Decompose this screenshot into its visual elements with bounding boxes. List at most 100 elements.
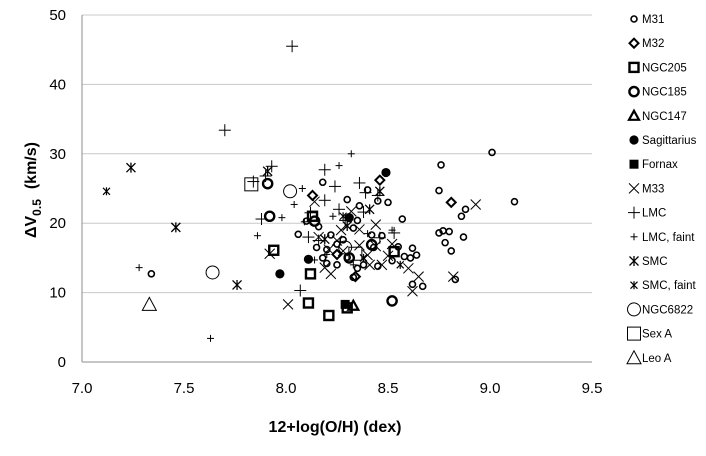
point-sagittarius [275,269,285,279]
point-m31 [398,215,407,223]
point-m33 [335,224,347,236]
point-lmc [259,170,272,183]
legend-label-smc-faint: SMC, faint [642,280,696,292]
legend-marker-ngc185 [628,85,640,98]
point-m31 [457,212,466,221]
point-m31 [439,227,447,235]
legend-marker-ngc6822 [627,302,641,317]
point-lmc-faint [329,212,337,220]
point-smc [262,166,273,177]
point-lmc-faint [207,334,215,342]
point-smc [126,162,136,173]
point-m31 [510,197,519,206]
legend-marker-leo-a [626,349,642,365]
x-tick-label: 9.5 [582,380,603,397]
point-ngc6822 [205,265,220,280]
point-lmc [388,226,401,239]
point-ngc205 [268,244,280,256]
x-tick-label: 7.5 [174,380,195,397]
point-smc [232,279,242,290]
point-lmc-faint [335,162,343,170]
legend-label-fornax: Fornax [642,159,678,171]
point-m31 [312,243,321,252]
point-lmc [373,231,386,244]
point-m31 [459,233,468,241]
point-m33 [382,250,394,262]
point-m33 [370,240,382,252]
point-m31 [412,251,421,259]
point-m33 [282,299,294,310]
legend-marker-ngc147 [627,108,641,121]
point-ngc185 [261,177,274,190]
point-ngc205 [323,309,335,322]
point-smc [342,220,353,231]
legend-marker-smc-faint [630,281,638,290]
x-tick-label: 7.0 [72,380,93,397]
point-m31 [418,282,427,291]
point-m31 [406,254,415,262]
point-m31 [343,195,352,204]
point-lmc [318,163,331,176]
point-lmc-faint [278,214,286,222]
point-smc-faint [339,212,348,221]
point-m33 [345,206,357,217]
legend-label-lmc: LMC [642,208,666,220]
point-m31 [435,186,443,195]
point-m33 [386,238,398,250]
legend-label-ngc147: NGC147 [642,111,687,123]
point-smc [170,222,181,233]
point-sagittarius [303,254,314,264]
y-tick-labels: 0 10 20 30 40 50 [49,7,66,371]
legend-marker-m31 [630,15,638,23]
legend-label-ngc6822: NGC6822 [642,304,693,316]
point-fornax [340,299,350,309]
point-m32 [349,270,362,283]
x-axis-title: 12+log(O/H) (dex) [269,419,402,436]
point-m31 [147,270,156,278]
y-axis-title-unit: (km/s) [23,142,40,189]
point-m32 [306,189,319,202]
point-lmc [302,231,315,244]
point-lmc [318,194,331,207]
x-tick-label: 8.5 [378,380,399,397]
point-lmc [353,176,366,189]
point-m31 [318,178,327,187]
point-smc-faint [102,187,111,196]
point-lmc [294,284,307,297]
point-lmc [286,40,299,53]
legend-label-ngc185: NGC185 [642,87,687,99]
legend-marker-sex-a [627,326,641,341]
point-smc [364,204,375,215]
point-m33 [319,262,331,273]
point-m31 [447,247,456,255]
point-lmc [333,203,346,216]
legend-marker-fornax [629,159,639,169]
point-lmc-faint [347,150,355,158]
x-tick-label: 8.0 [276,380,297,397]
point-m33 [447,271,459,282]
point-m31 [445,227,454,236]
point-ngc185 [386,295,398,307]
legend-label-sagittarius: Sagittarius [642,135,697,147]
point-m33 [323,244,335,255]
legend-marker-m33 [628,183,640,194]
point-m31 [339,236,347,244]
point-m31 [359,261,368,269]
point-m31 [333,261,341,269]
gridlines [82,14,592,294]
point-m31 [408,280,417,289]
point-m31 [388,256,396,265]
legend-label-m32: M32 [642,38,664,50]
point-smc [319,234,330,245]
point-m32 [331,248,343,261]
point-lmc-faint [349,261,357,269]
point-m31 [322,259,331,268]
point-m33 [407,285,418,297]
legend-label-leo-a: Leo A [642,353,672,365]
point-m31 [318,254,327,262]
legend-label-ngc205: NGC205 [642,62,687,74]
point-ngc185 [263,210,276,223]
point-m31 [408,244,417,252]
point-lmc [328,180,341,193]
point-ngc147 [346,298,361,311]
